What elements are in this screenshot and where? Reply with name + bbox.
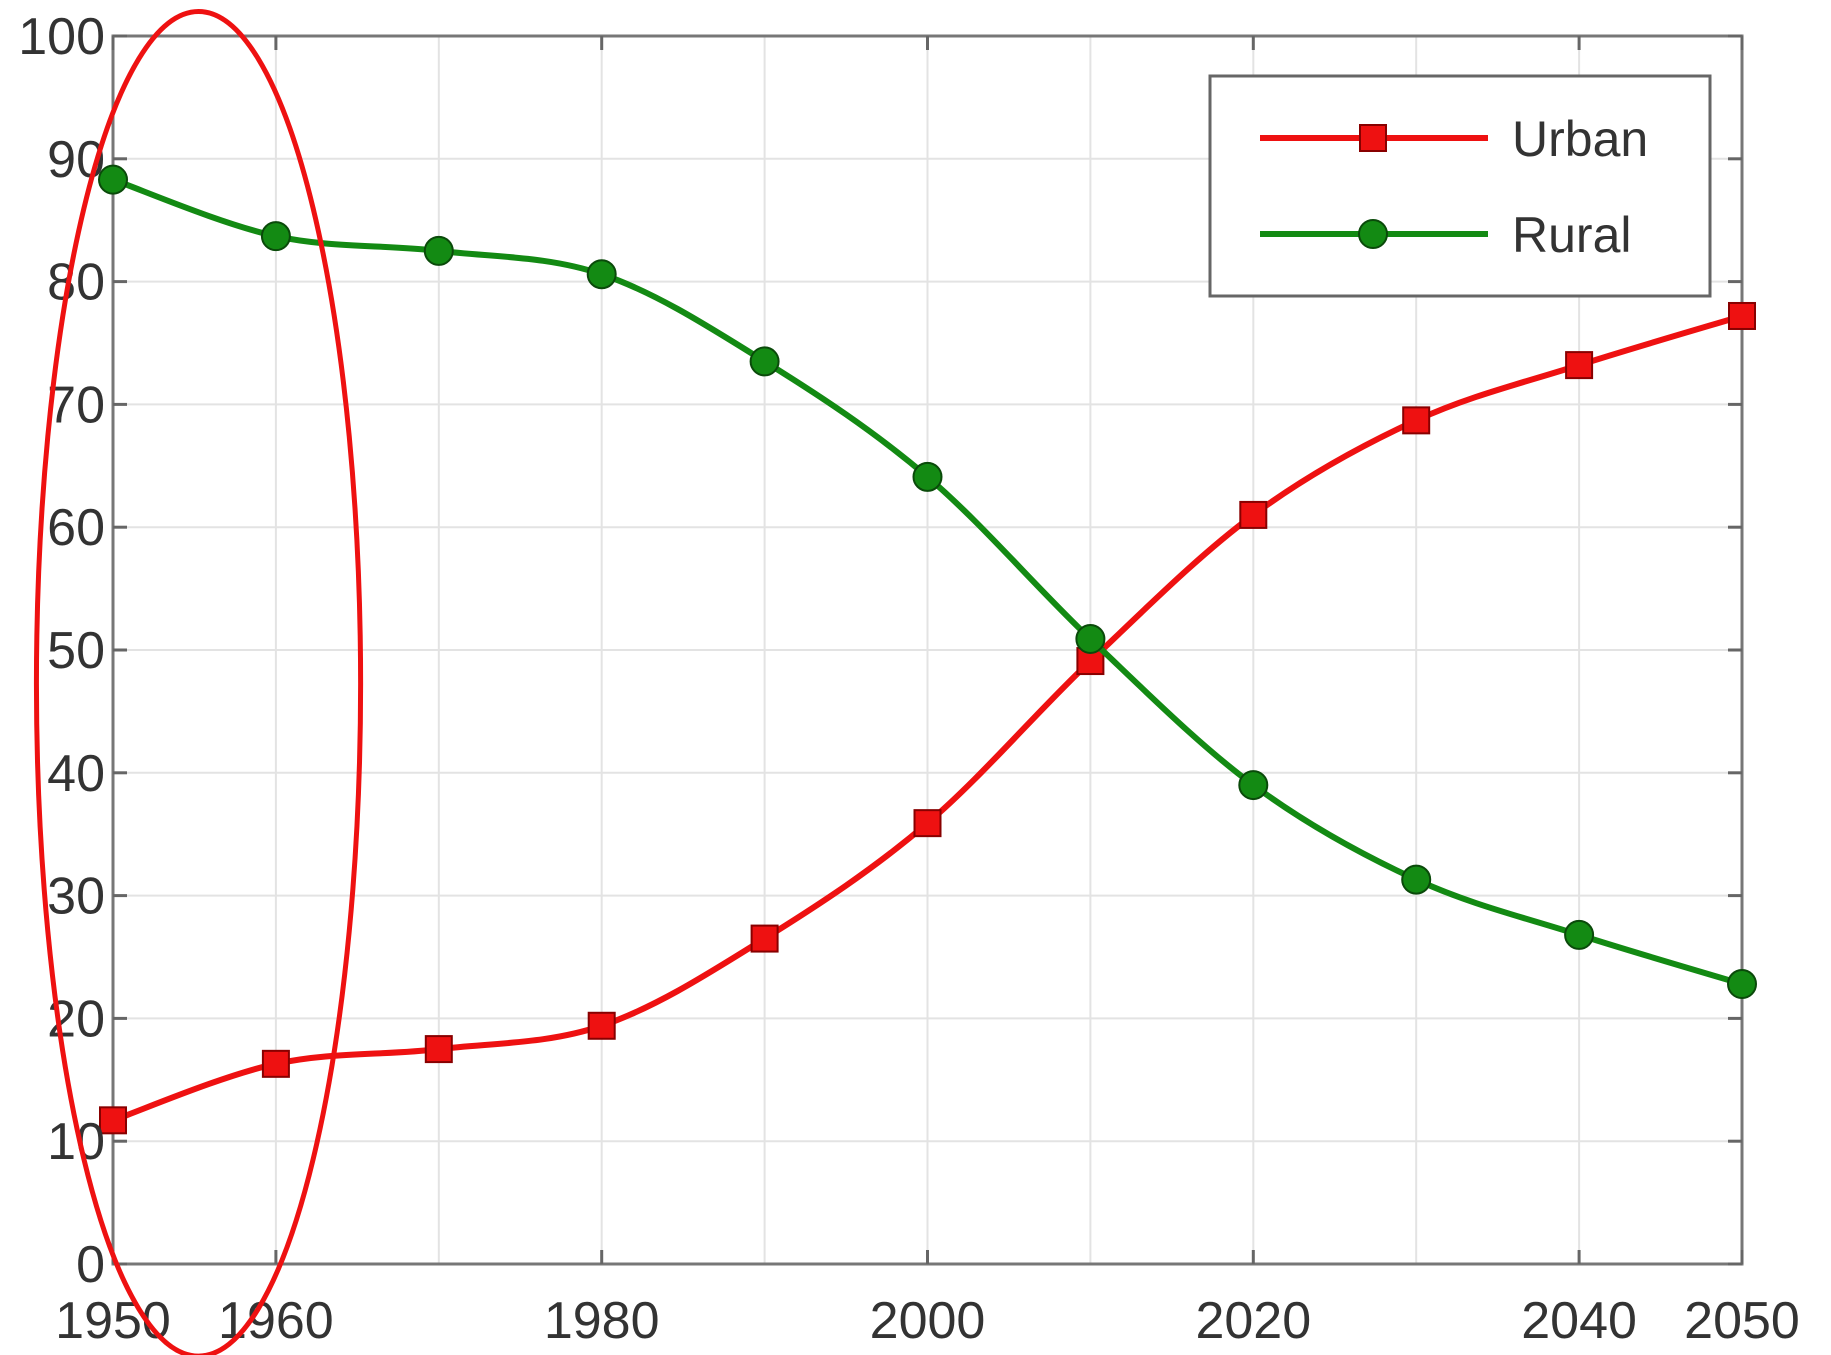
data-point-urban	[913, 809, 942, 838]
y-tick-label: 30	[47, 868, 105, 926]
data-point-urban	[1728, 301, 1756, 330]
legend-label-rural: Rural	[1512, 207, 1631, 263]
data-point-urban	[261, 1049, 290, 1078]
highlight-ellipse	[33, 9, 364, 1355]
legend-marker-urban	[1359, 124, 1387, 152]
axis-ticks	[111, 34, 1744, 1266]
data-point-rural	[749, 346, 780, 377]
series-urban	[99, 301, 1756, 1135]
x-tick-label: 2000	[870, 1292, 986, 1350]
data-point-rural	[423, 235, 454, 266]
y-tick-label: 80	[47, 254, 105, 312]
x-tick-labels: 1950 1960 1980 2000 2020 2040 2050	[55, 1292, 1800, 1350]
y-tick-label: 50	[47, 622, 105, 680]
data-point-rural	[1401, 864, 1432, 895]
y-tick-label: 100	[18, 8, 105, 66]
data-point-urban	[99, 1106, 127, 1135]
legend-label-urban: Urban	[1512, 111, 1648, 167]
data-point-rural	[98, 164, 128, 195]
series-layer	[98, 164, 1757, 1135]
y-tick-label: 60	[47, 499, 105, 557]
x-tick-label: 2040	[1521, 1292, 1637, 1350]
x-tick-label: 1960	[218, 1292, 334, 1350]
legend: Urban Rural	[1208, 74, 1712, 298]
data-point-rural	[586, 259, 617, 290]
data-point-rural	[1564, 919, 1595, 950]
x-tick-label: 2020	[1195, 1292, 1311, 1350]
data-point-rural	[1727, 969, 1757, 1000]
data-point-rural	[1075, 623, 1106, 654]
data-point-urban	[750, 924, 779, 953]
data-point-rural	[260, 221, 291, 252]
y-tick-label: 0	[76, 1236, 105, 1294]
data-point-urban	[1402, 406, 1431, 435]
legend-marker-rural	[1358, 219, 1388, 249]
data-point-urban	[1565, 351, 1594, 380]
data-point-urban	[587, 1011, 616, 1040]
y-tick-label: 70	[47, 376, 105, 434]
data-point-rural	[1238, 770, 1269, 801]
x-tick-label: 2050	[1684, 1292, 1800, 1350]
data-point-rural	[912, 461, 943, 492]
y-tick-label: 40	[47, 745, 105, 803]
data-point-urban	[424, 1035, 453, 1064]
x-tick-label: 1980	[544, 1292, 660, 1350]
legend-box	[1208, 74, 1712, 298]
data-point-urban	[1239, 500, 1268, 529]
x-tick-label: 1950	[55, 1292, 171, 1350]
series-rural	[98, 164, 1757, 1000]
